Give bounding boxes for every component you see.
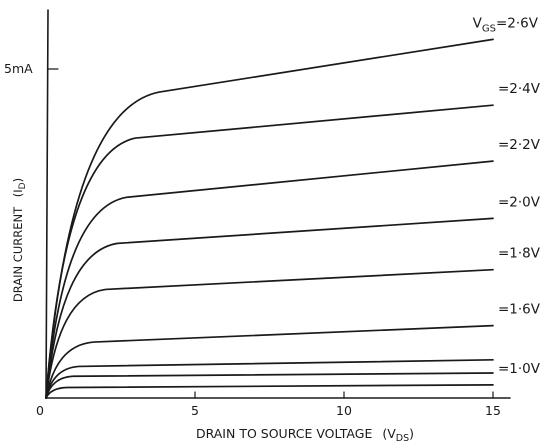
- series-group: [45, 38, 494, 399]
- series-labels: VGS=2·6V =2·4V =2·2V =2·0V =1·8V =1·6V =1·0V: [473, 15, 541, 376]
- series-label: =2·4V: [498, 81, 541, 97]
- series-line-5: [45, 268, 494, 399]
- series-line-3: [45, 160, 494, 399]
- series-line-7: [45, 358, 494, 399]
- series-label: =1·0V: [498, 361, 541, 377]
- ticks: 0 5 10 15 5mA: [4, 61, 501, 418]
- series-label: =2·0V: [498, 194, 541, 210]
- x-tick-label: 5: [191, 403, 199, 418]
- x-tick-label: 15: [485, 403, 501, 418]
- series-line-9: [45, 383, 494, 399]
- y-axis: [45, 9, 49, 399]
- series-line-6: [45, 324, 494, 399]
- y-axis-label: DRAIN CURRENT (ID): [11, 178, 28, 302]
- series-line-1: [45, 38, 494, 399]
- x-tick-label: 0: [36, 403, 44, 418]
- series-label: =2·2V: [498, 137, 541, 153]
- x-tick-label: 10: [336, 403, 352, 418]
- x-axis-label: DRAIN TO SOURCE VOLTAGE (VDS): [196, 426, 414, 444]
- series-label: VGS=2·6V: [473, 15, 539, 34]
- y-tick-label: 5mA: [4, 61, 33, 76]
- series-line-8: [45, 372, 494, 399]
- series-label: =1·8V: [498, 246, 541, 262]
- series-label: =1·6V: [498, 302, 541, 318]
- axes: [45, 9, 511, 399]
- series-line-4: [45, 217, 494, 399]
- series-line-2: [45, 104, 494, 399]
